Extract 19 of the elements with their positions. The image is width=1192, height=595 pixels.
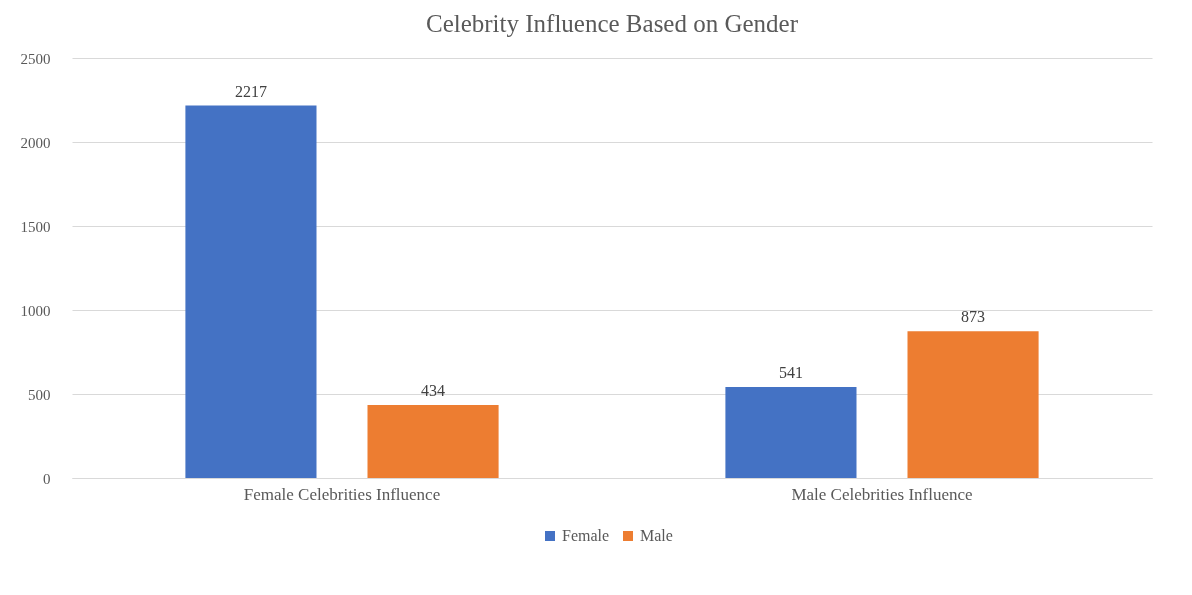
legend-label: Female [562, 527, 610, 544]
data-label: 541 [778, 364, 803, 382]
data-label: 873 [961, 308, 986, 326]
x-tick-label: Male Celebrities Influence [791, 484, 973, 504]
y-tick-label: 2500 [20, 50, 51, 67]
chart-title: Celebrity Influence Based on Gender [425, 10, 799, 37]
y-tick-label: 500 [28, 386, 51, 403]
bar [725, 387, 857, 478]
y-tick-label: 1000 [20, 302, 51, 319]
legend-label: Male [640, 527, 673, 544]
data-label: 2217 [234, 82, 267, 100]
y-tick-label: 0 [43, 470, 51, 487]
data-label: 434 [421, 382, 446, 400]
y-tick-label: 1500 [20, 218, 51, 235]
x-tick-label: Female Celebrities Influence [243, 484, 441, 504]
bar [367, 405, 499, 478]
bar [185, 105, 317, 478]
bar [907, 331, 1039, 478]
y-tick-label: 2000 [20, 134, 51, 151]
